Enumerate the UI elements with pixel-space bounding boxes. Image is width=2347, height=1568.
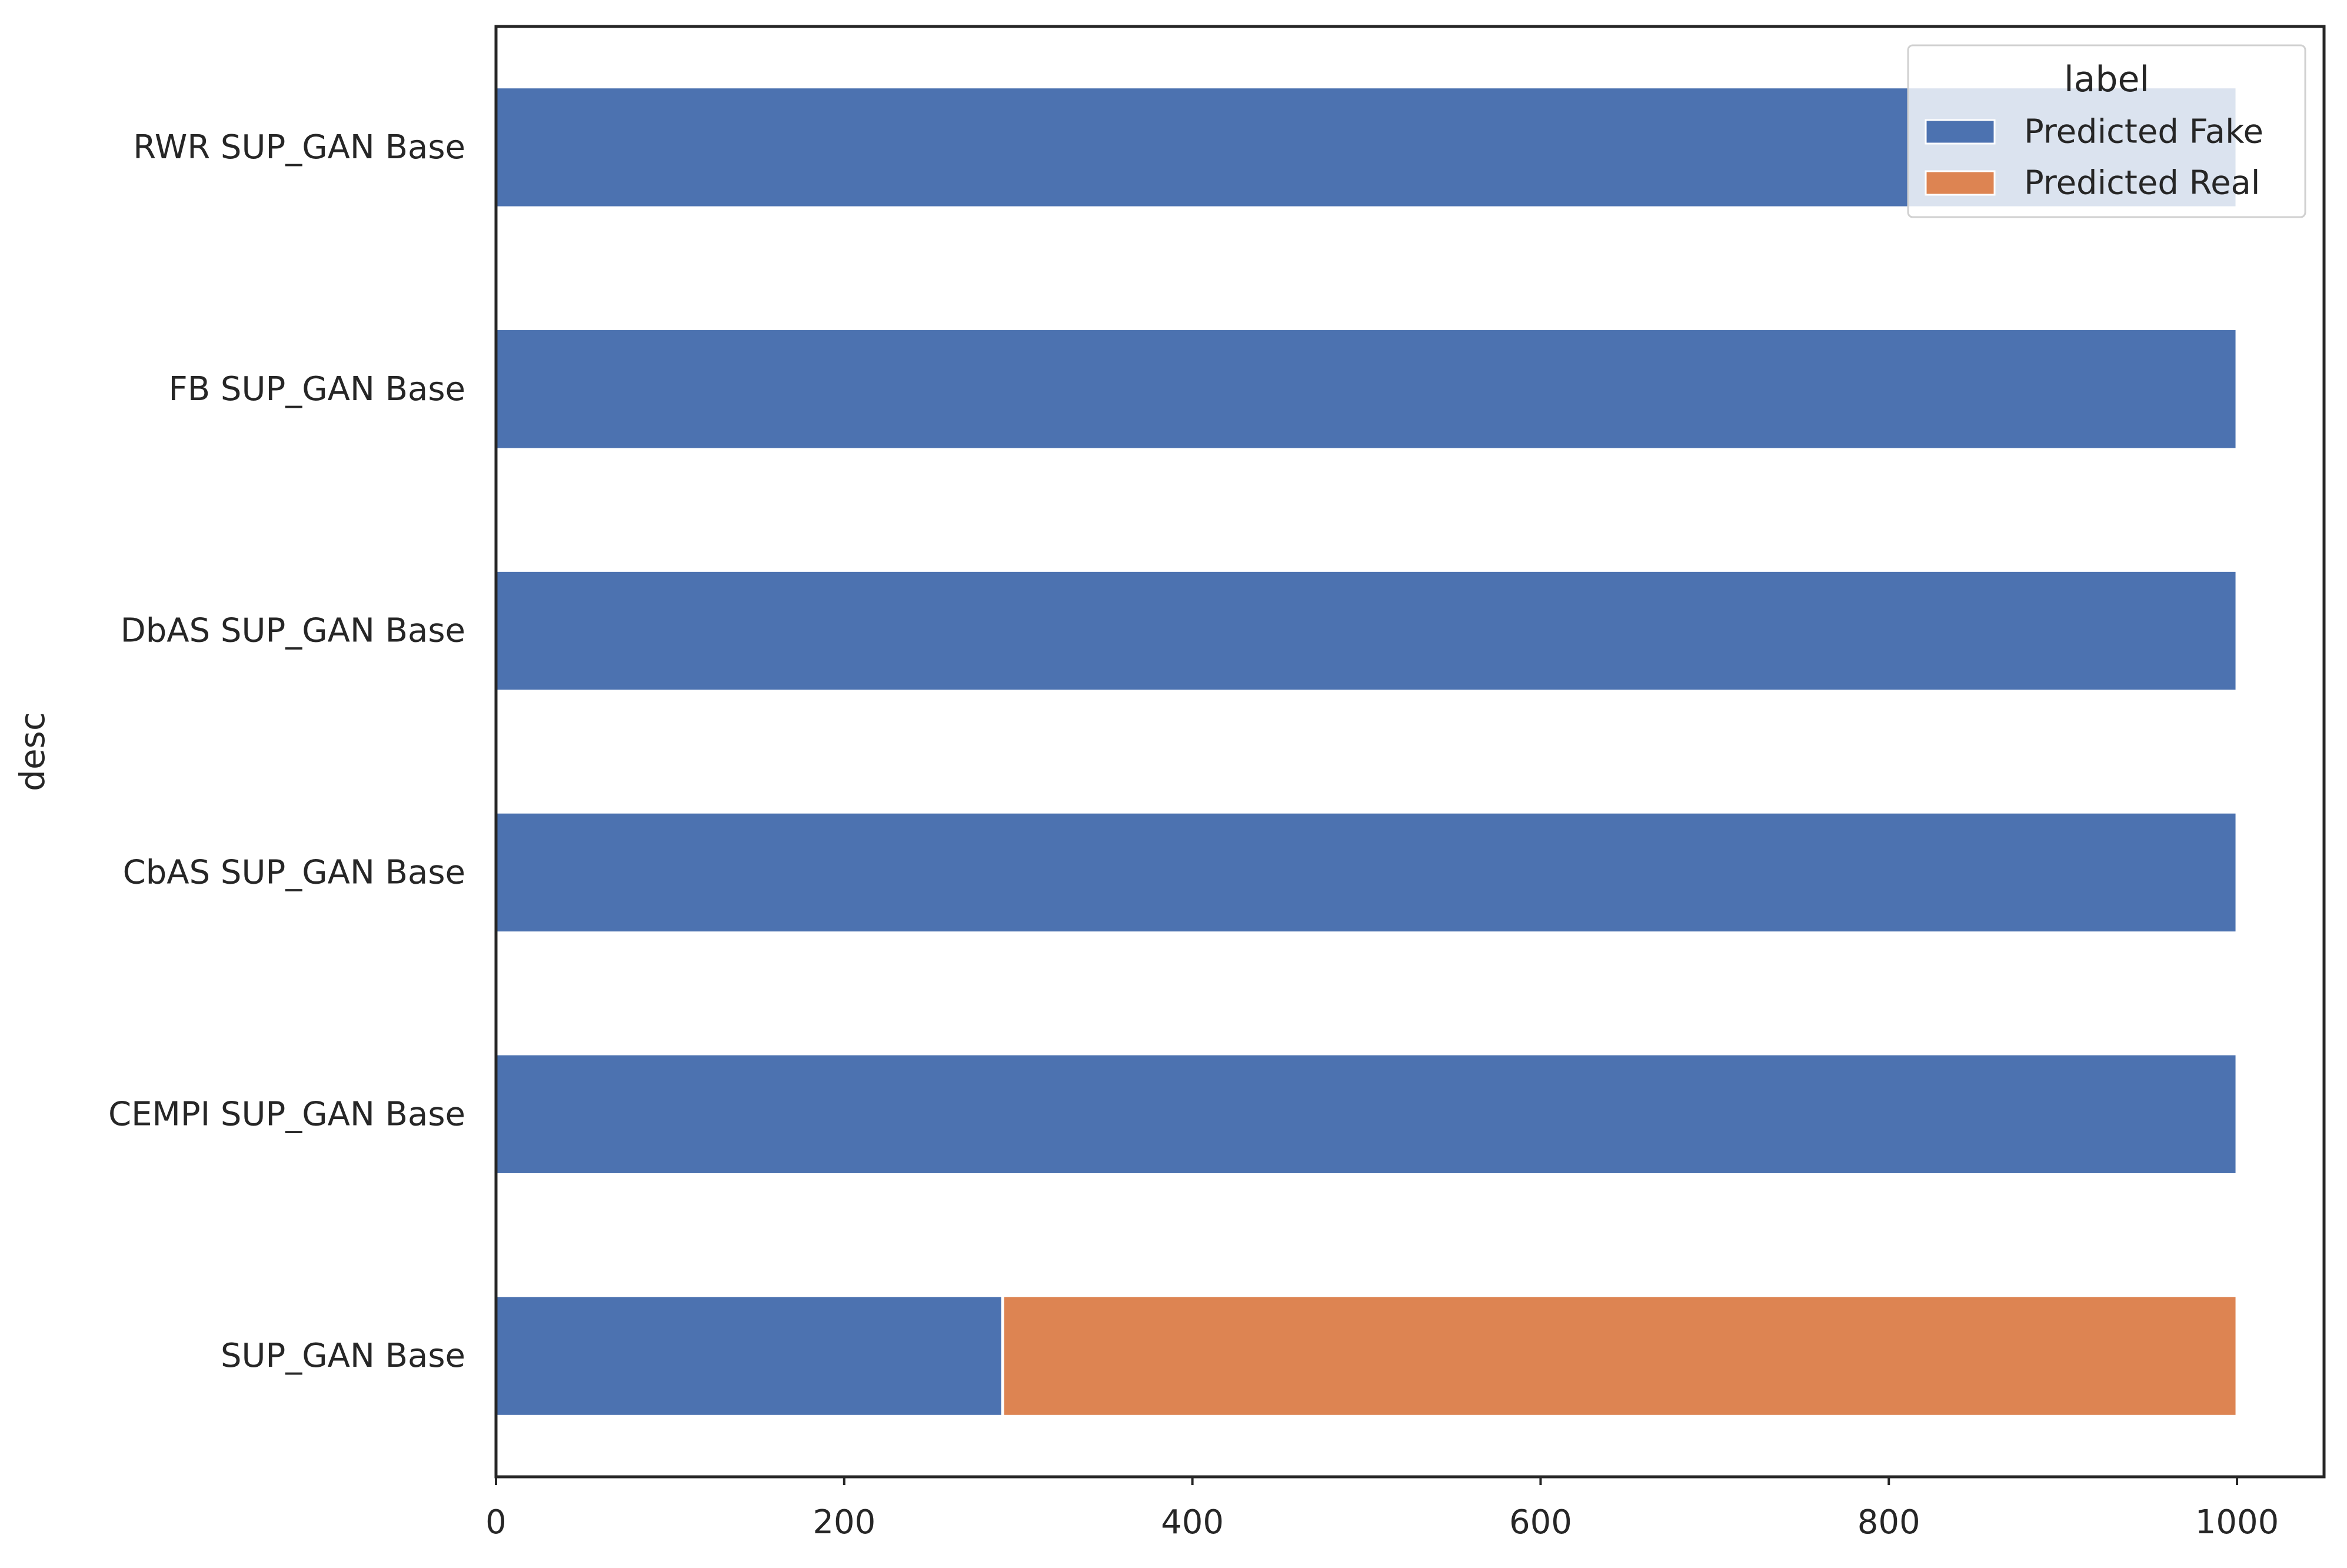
x-tick-label: 0: [485, 1503, 507, 1542]
x-tick-label: 800: [1857, 1503, 1920, 1542]
bar-predicted-real-sup-gan-base: [1001, 1294, 2239, 1418]
y-axis-label: desc: [12, 712, 52, 791]
bar-predicted-fake-dbas-sup-gan-base: [494, 568, 2239, 693]
y-tick-labels: RWR SUP_GAN Base FB SUP_GAN Base DbAS SUP_…: [108, 128, 465, 1375]
bar-predicted-fake-sup-gan-base: [494, 1294, 1004, 1418]
bar-predicted-fake-fb-sup-gan-base: [494, 327, 2239, 451]
y-tick-label: RWR SUP_GAN Base: [133, 128, 465, 167]
x-tick-label: 200: [813, 1503, 875, 1542]
x-tick-labels: 0 200 400 600 800 1000: [485, 1477, 2279, 1542]
bar-predicted-fake-cbas-sup-gan-base: [494, 810, 2239, 935]
y-tick-label: CEMPI SUP_GAN Base: [108, 1095, 465, 1133]
legend-title: label: [2064, 59, 2149, 100]
x-tick-label: 600: [1509, 1503, 1572, 1542]
legend-box: [1907, 44, 2306, 218]
legend-swatch-predicted-fake: [1925, 119, 1996, 145]
legend-label-predicted-fake: Predicted Fake: [2024, 113, 2263, 151]
y-tick-label: FB SUP_GAN Base: [169, 370, 466, 408]
y-tick-label: SUP_GAN Base: [221, 1337, 465, 1375]
y-tick-label: CbAS SUP_GAN Base: [123, 853, 465, 891]
plot-frame: [494, 25, 2326, 1479]
bar-predicted-fake-cempi-sup-gan-base: [494, 1052, 2239, 1176]
legend-swatch-predicted-real: [1925, 170, 1996, 196]
legend-label-predicted-real: Predicted Real: [2024, 164, 2260, 202]
x-tick-label: 400: [1161, 1503, 1224, 1542]
legend: label Predicted Fake Predicted Real: [1907, 44, 2306, 218]
x-tick-label: 1000: [2195, 1503, 2279, 1542]
y-tick-label: DbAS SUP_GAN Base: [121, 612, 465, 650]
